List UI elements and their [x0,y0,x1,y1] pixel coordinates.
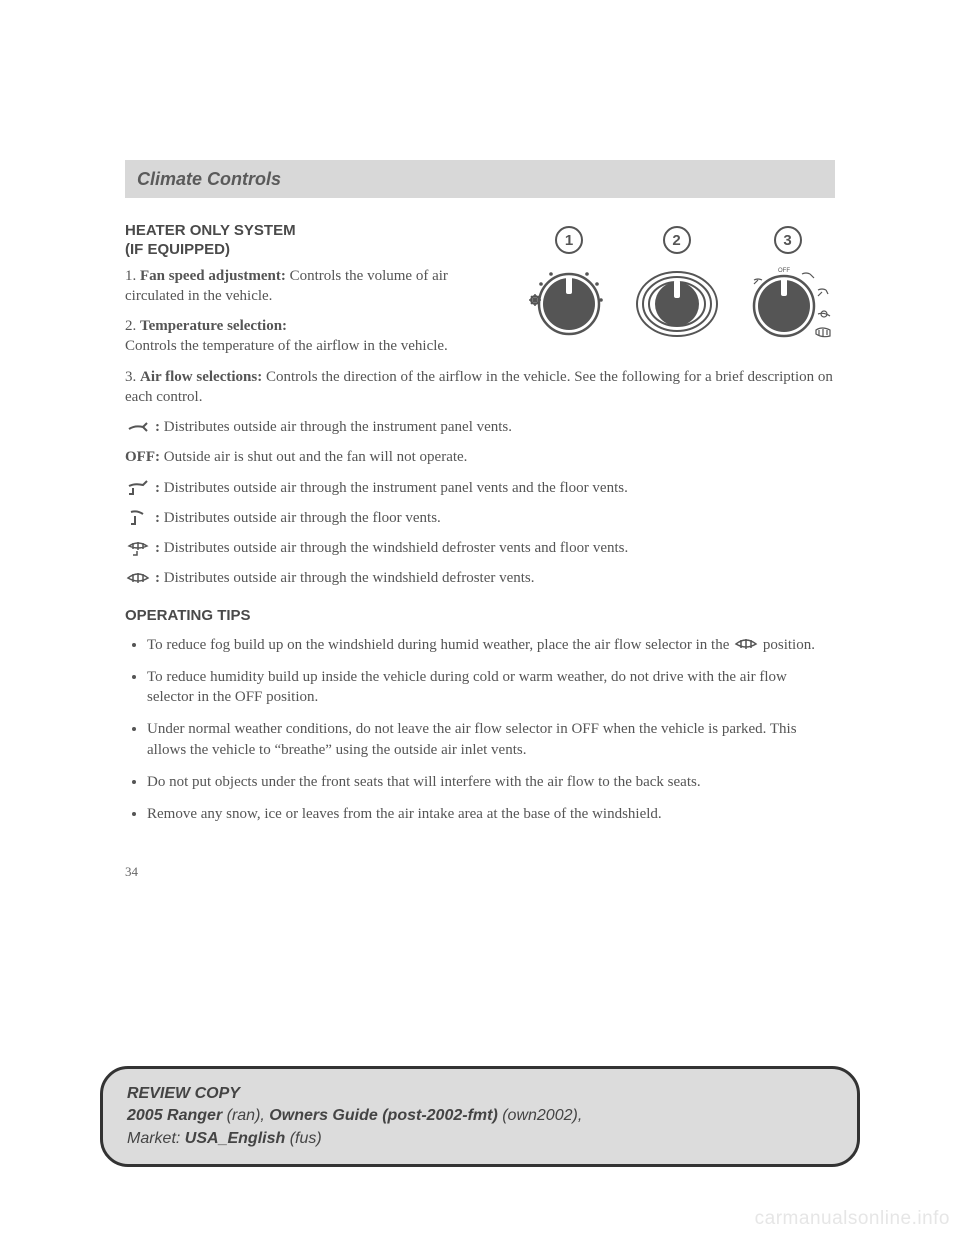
item-3: 3. Air flow selections: Controls the dir… [125,367,835,408]
section-header-bar: Climate Controls [125,160,835,198]
tip-1: To reduce fog build up on the windshield… [147,634,835,655]
page-number: 34 [125,864,835,880]
dial-2-number: 2 [663,226,691,254]
title-line-1: HEATER ONLY SYSTEM [125,222,296,239]
mode-panel-text: : Distributes outside air through the in… [155,417,512,437]
footer-l3c: (fus) [285,1130,321,1147]
dial-1-col: 1 [525,226,613,367]
dial-2-col: 2 [632,226,722,367]
fan-speed-dial-icon [525,260,613,340]
mode-floor-text: : Distributes outside air through the fl… [155,508,441,528]
mode-floor: : Distributes outside air through the fl… [125,508,835,528]
mode-off-label: OFF: [125,449,160,465]
item-1-bold: Fan speed adjustment: [140,268,286,284]
climate-dials-diagram: 1 2 [525,222,835,367]
item-2-text: Controls the temperature of the airflow … [125,338,448,354]
mode-defrost-desc: Distributes outside air through the wind… [160,570,535,586]
item-3-bold: Air flow selections: [140,369,262,385]
footer-l2b: (ran), [222,1107,269,1124]
mode-defrost: : Distributes outside air through the wi… [125,568,835,588]
dial-3-number: 3 [774,226,802,254]
intro-text-column: HEATER ONLY SYSTEM (IF EQUIPPED) 1. Fan … [125,222,505,367]
mode-defrost-text: : Distributes outside air through the wi… [155,568,535,588]
tip-4: Do not put objects under the front seats… [147,772,835,792]
dial-3-col: 3 OFF [740,226,835,367]
temperature-dial-icon [632,260,722,340]
footer-market-label: Market: [127,1130,185,1147]
defrost-icon-inline [733,634,759,652]
defrost-floor-vent-icon [125,538,151,556]
mode-floor-desc: Distributes outside air through the floo… [160,510,441,526]
footer-market: USA_English [185,1130,285,1147]
tip-1a: To reduce fog build up on the windshield… [147,637,733,653]
item-2-bold: Temperature selection: [140,318,287,334]
mode-defrost-floor: : Distributes outside air through the wi… [125,538,835,558]
svg-text:OFF: OFF [778,268,790,274]
footer-l2d: (own2002), [498,1107,583,1124]
item-3-num: 3. [125,369,136,385]
mode-defrost-floor-desc: Distributes outside air through the wind… [160,540,628,556]
page-content: Climate Controls HEATER ONLY SYSTEM (IF … [0,0,960,880]
mode-panel-floor: : Distributes outside air through the in… [125,478,835,498]
item-2: 2. Temperature selection: Controls the t… [125,316,505,357]
panel-vent-icon [125,417,151,435]
footer-review-copy: REVIEW COPY [127,1085,240,1102]
tip-3: Under normal weather conditions, do not … [147,719,835,760]
footer-review-box: REVIEW COPY 2005 Ranger (ran), Owners Gu… [100,1066,860,1167]
mode-panel-floor-desc: Distributes outside air through the inst… [160,480,628,496]
item-2-num: 2. [125,318,136,334]
mode-panel-desc: Distributes outside air through the inst… [160,419,512,435]
item-1-num: 1. [125,268,136,284]
floor-vent-icon [125,508,151,526]
airflow-dial-icon: OFF [740,260,835,344]
watermark: carmanualsonline.info [755,1208,950,1230]
tips-list: To reduce fog build up on the windshield… [125,634,835,825]
operating-tips-title: OPERATING TIPS [125,607,835,624]
mode-defrost-floor-text: : Distributes outside air through the wi… [155,538,628,558]
tip-1b: position. [763,637,815,653]
dial-1-number: 1 [555,226,583,254]
footer-line-1: REVIEW COPY [127,1083,833,1105]
defrost-vent-icon [125,568,151,586]
item-1: 1. Fan speed adjustment: Controls the vo… [125,266,505,307]
top-row: HEATER ONLY SYSTEM (IF EQUIPPED) 1. Fan … [125,222,835,367]
mode-off: OFF: Outside air is shut out and the fan… [125,447,835,467]
mode-panel-floor-text: : Distributes outside air through the in… [155,478,628,498]
heater-system-title: HEATER ONLY SYSTEM (IF EQUIPPED) [125,222,505,260]
mode-off-desc: Outside air is shut out and the fan will… [160,449,467,465]
mode-panel: : Distributes outside air through the in… [125,417,835,437]
footer-line-3: Market: USA_English (fus) [127,1128,833,1150]
panel-floor-vent-icon [125,478,151,496]
tip-2: To reduce humidity build up inside the v… [147,667,835,708]
title-line-2: (IF EQUIPPED) [125,241,230,258]
footer-line-2: 2005 Ranger (ran), Owners Guide (post-20… [127,1105,833,1127]
footer-vehicle: 2005 Ranger [127,1107,222,1124]
section-header-title: Climate Controls [137,169,281,190]
tip-5: Remove any snow, ice or leaves from the … [147,804,835,824]
footer-guide: Owners Guide (post-2002-fmt) [269,1107,497,1124]
